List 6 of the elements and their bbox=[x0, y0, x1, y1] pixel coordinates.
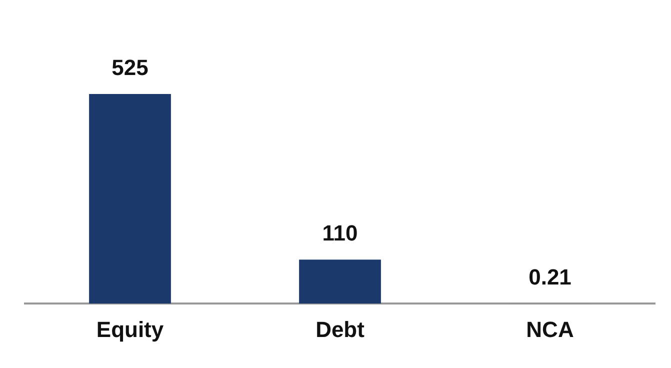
data-label: 110 bbox=[322, 220, 358, 246]
x-tick-label: NCA bbox=[526, 316, 574, 342]
data-label: 525 bbox=[112, 55, 148, 80]
data-label: 0.21 bbox=[528, 264, 572, 290]
x-tick-label: Equity bbox=[96, 316, 164, 342]
x-tick-label: Debt bbox=[316, 316, 366, 342]
